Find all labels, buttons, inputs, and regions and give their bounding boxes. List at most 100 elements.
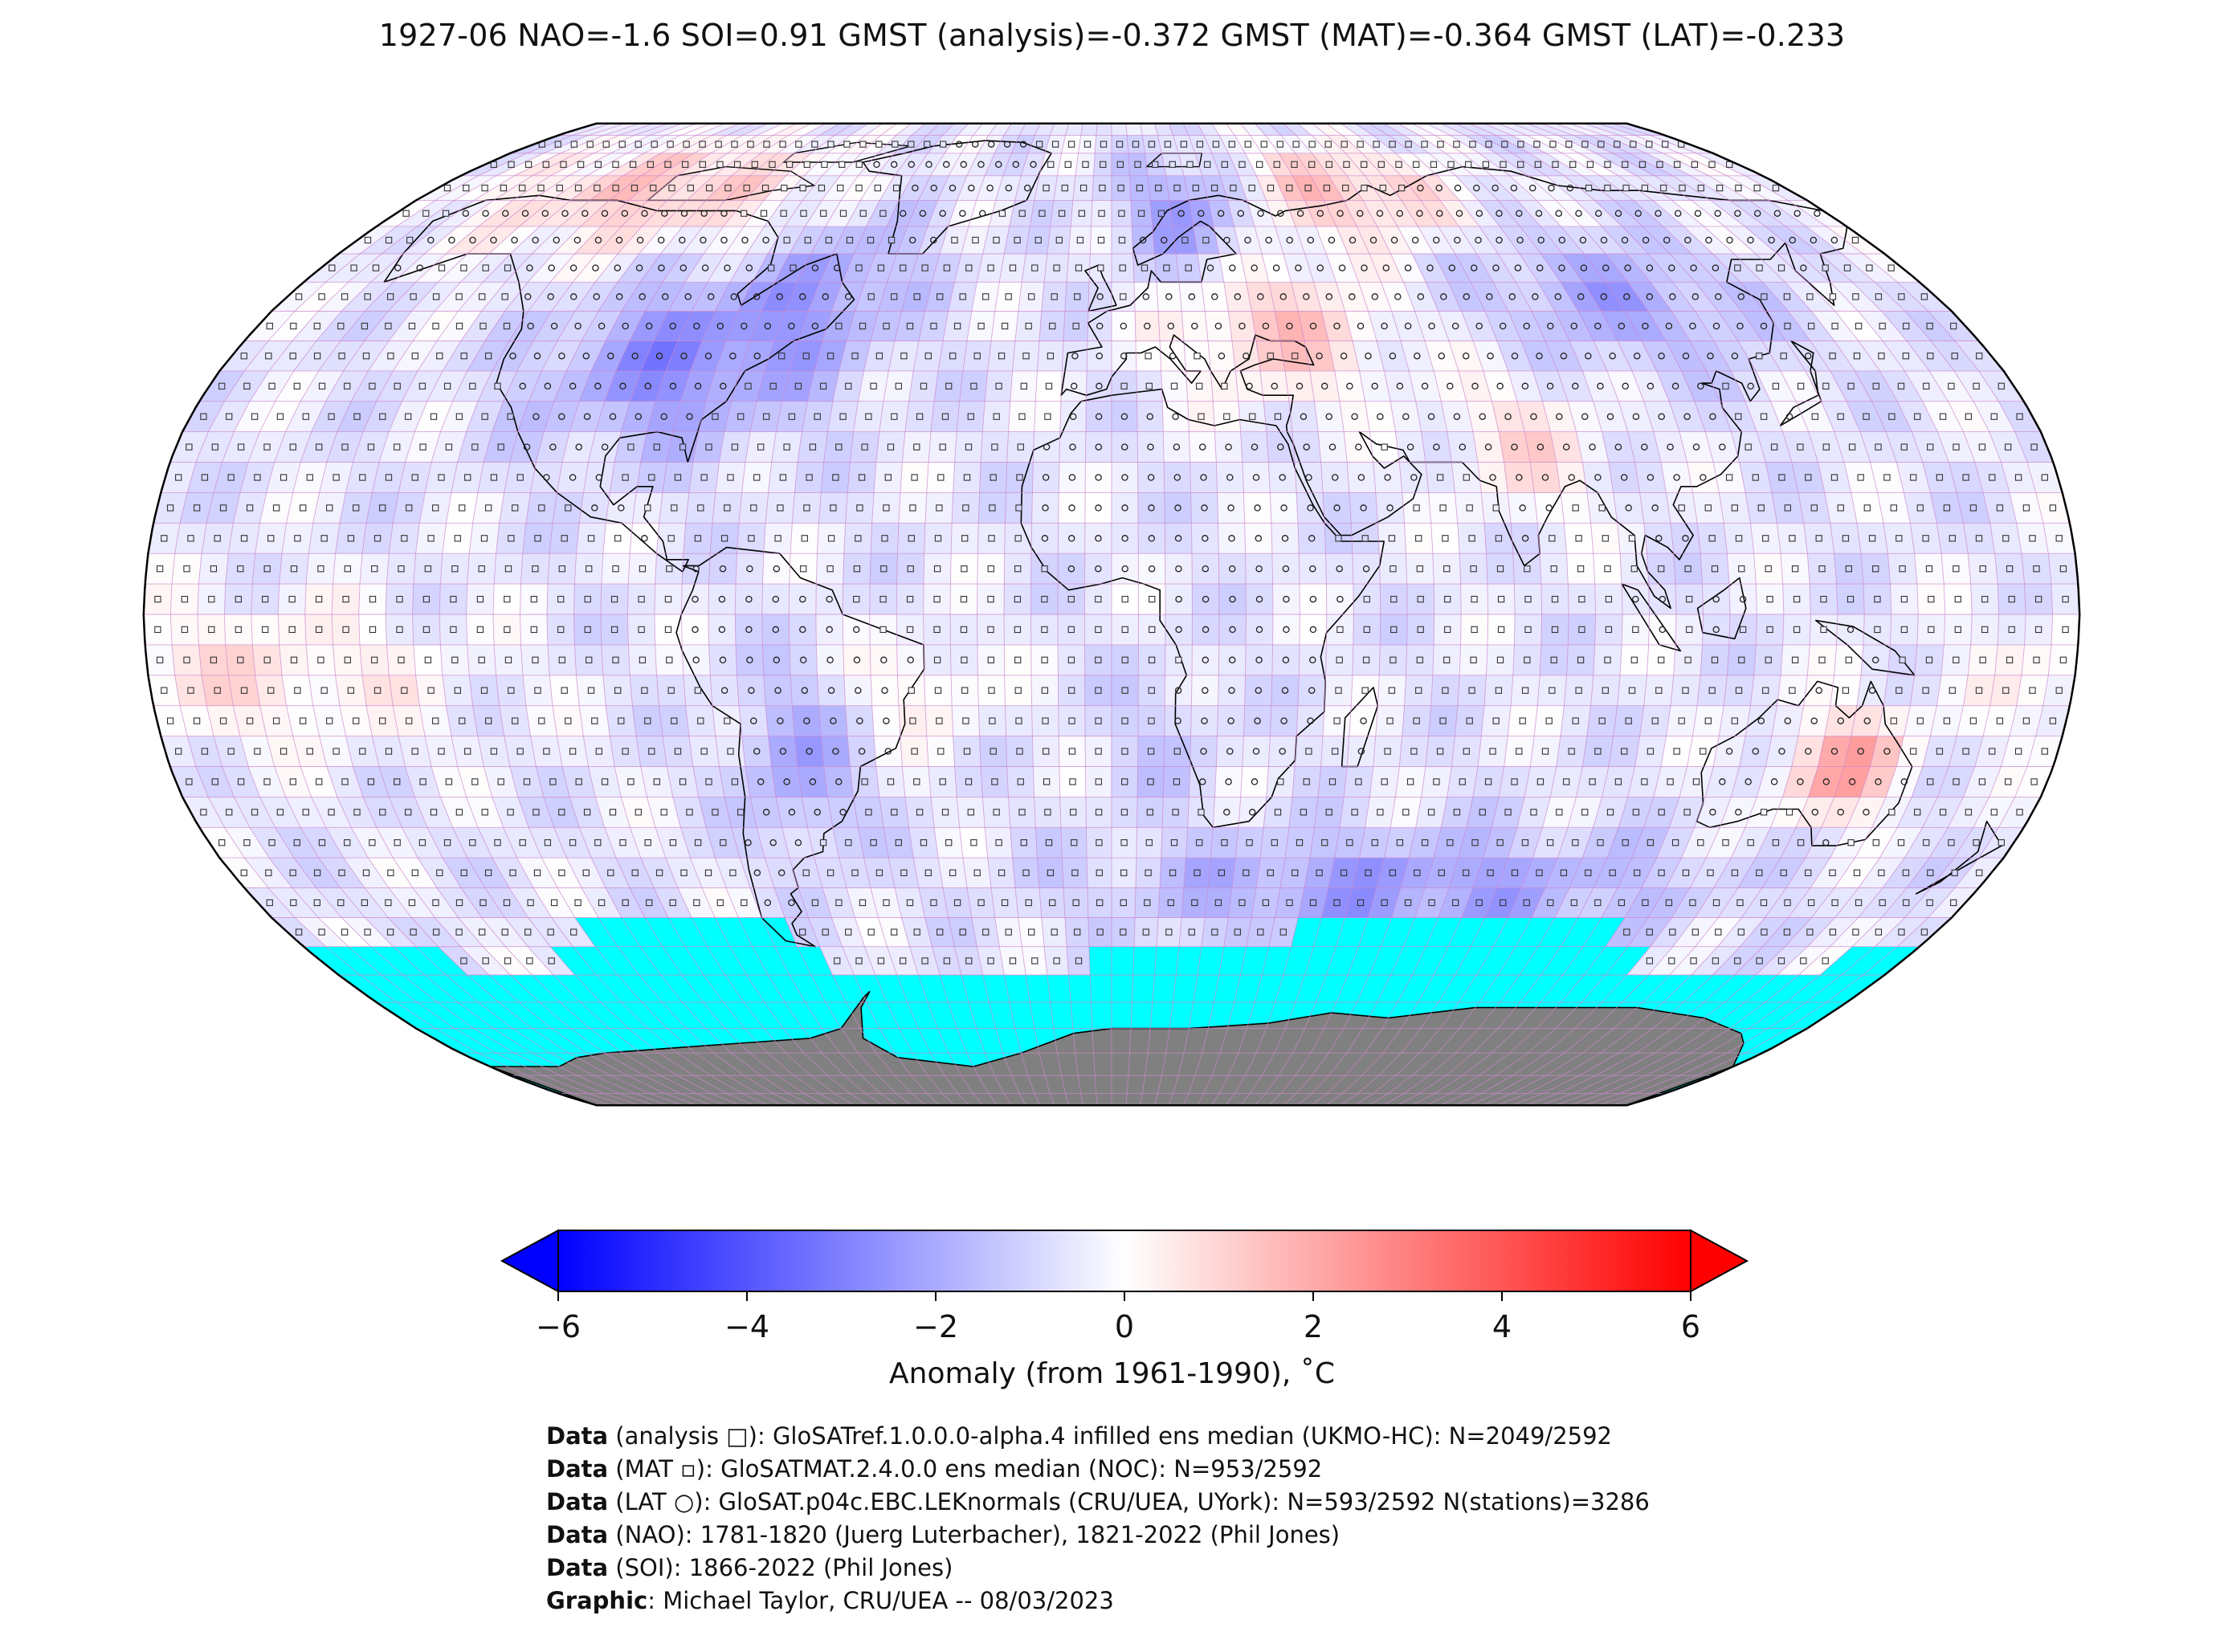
analysis-marker [338, 353, 345, 360]
analysis-marker [1082, 161, 1089, 168]
analysis-marker [1731, 717, 1738, 724]
analysis-marker [1602, 687, 1609, 694]
analysis-marker [341, 928, 349, 936]
analysis-marker [855, 957, 863, 965]
analysis-marker [1014, 656, 1022, 663]
grid-cell [1613, 492, 1645, 524]
analysis-marker [700, 748, 708, 755]
analysis-marker [1041, 565, 1048, 573]
grid-cell [1218, 583, 1247, 615]
analysis-marker [1221, 161, 1228, 168]
analysis-marker [532, 565, 539, 573]
analysis-marker [480, 687, 488, 694]
analysis-marker [777, 504, 784, 512]
analysis-marker [300, 504, 307, 512]
analysis-marker [1267, 869, 1274, 876]
analysis-marker [1797, 839, 1805, 846]
credit-line-text: (MAT ▫): GloSATMAT.2.4.0.0 ens median (N… [608, 1455, 1323, 1483]
analysis-marker [338, 869, 345, 876]
analysis-marker [1534, 161, 1542, 168]
analysis-marker [1524, 595, 1532, 603]
grid-cell [1349, 492, 1378, 524]
analysis-marker [993, 236, 1000, 244]
analysis-marker [1875, 443, 1882, 451]
analysis-marker [1072, 322, 1079, 330]
analysis-marker [987, 565, 994, 573]
analysis-marker [884, 474, 892, 481]
analysis-marker [892, 141, 899, 148]
analysis-marker [769, 161, 776, 168]
analysis-marker [1152, 161, 1159, 168]
analysis-marker [208, 626, 215, 634]
analysis-marker [1598, 504, 1606, 512]
grid-cell [1218, 523, 1246, 554]
analysis-marker [729, 869, 737, 876]
analysis-marker [1822, 443, 1830, 451]
analysis-marker [635, 141, 642, 148]
analysis-marker [916, 413, 924, 420]
analysis-marker [1388, 687, 1396, 694]
analysis-marker [438, 264, 446, 271]
analysis-marker [1402, 809, 1410, 816]
analysis-marker [1807, 899, 1815, 907]
analysis-marker [821, 161, 828, 168]
analysis-marker [1805, 869, 1812, 876]
grid-cell [1032, 462, 1060, 493]
analysis-marker [1428, 899, 1435, 907]
analysis-marker [631, 869, 639, 876]
analysis-marker [960, 595, 968, 603]
analysis-marker [988, 535, 995, 542]
analysis-marker [965, 264, 973, 271]
analysis-marker [647, 161, 654, 168]
analysis-marker [644, 717, 651, 724]
grid-cell [1325, 553, 1354, 585]
analysis-marker [669, 839, 677, 846]
analysis-marker [779, 141, 786, 148]
analysis-marker [987, 957, 994, 965]
analysis-marker [859, 210, 867, 217]
analysis-marker [183, 565, 190, 573]
analysis-marker [951, 236, 958, 244]
analysis-marker [337, 322, 345, 330]
analysis-marker [648, 748, 655, 755]
analysis-marker [1148, 717, 1155, 724]
analysis-marker [1936, 474, 1944, 481]
analysis-marker [584, 595, 591, 603]
analysis-marker [1634, 869, 1641, 876]
analysis-marker [289, 353, 296, 360]
analysis-marker [1707, 869, 1714, 876]
analysis-marker [1134, 161, 1141, 168]
analysis-marker [1447, 161, 1455, 168]
analysis-marker [379, 413, 386, 420]
analysis-marker [1067, 141, 1075, 148]
analysis-marker [1116, 161, 1124, 168]
analysis-marker [699, 161, 706, 168]
grid-cell [896, 644, 925, 676]
grid-cell [1136, 401, 1164, 432]
analysis-marker [716, 161, 724, 168]
analysis-marker [1572, 839, 1579, 846]
analysis-marker [1415, 535, 1422, 542]
analysis-marker [1173, 778, 1181, 785]
analysis-marker [459, 717, 466, 724]
analysis-marker [1910, 748, 1917, 755]
analysis-marker [290, 565, 298, 573]
analysis-marker [704, 869, 712, 876]
analysis-marker [373, 535, 382, 542]
credit-line-text: : Michael Taylor, CRU/UEA -- 08/03/2023 [647, 1587, 1114, 1614]
analysis-marker [396, 626, 403, 634]
analysis-marker [577, 161, 585, 168]
analysis-marker [908, 535, 915, 542]
grid-cell [1157, 311, 1185, 341]
grid-cell [1608, 462, 1640, 493]
analysis-marker [1067, 656, 1075, 663]
analysis-marker [879, 626, 887, 634]
analysis-marker [601, 778, 609, 785]
grid-cell [1266, 431, 1296, 463]
analysis-marker [1363, 626, 1370, 634]
analysis-marker [1417, 595, 1424, 603]
analysis-marker [344, 656, 351, 663]
analysis-marker [2041, 748, 2048, 755]
analysis-marker [1923, 839, 1930, 846]
analysis-marker [401, 687, 408, 694]
